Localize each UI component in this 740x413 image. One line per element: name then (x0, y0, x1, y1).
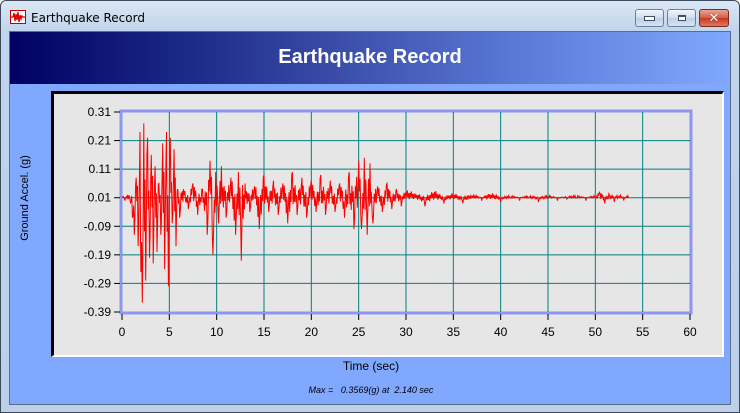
x-tick-label: 45 (541, 325, 555, 339)
x-tick-label: 50 (589, 325, 603, 339)
y-tick-label: 0.01 (88, 191, 112, 205)
max-annotation: Max = 0.3569(g) at 2.140 sec (1, 385, 739, 395)
max-label: Max = (308, 385, 334, 395)
y-tick-label: -0.39 (84, 305, 112, 319)
x-tick-label: 30 (399, 325, 413, 339)
y-tick-label: -0.09 (84, 219, 112, 233)
acceleration-trace (121, 123, 629, 303)
page-title: Earthquake Record (278, 46, 462, 68)
window-title: Earthquake Record (31, 11, 145, 25)
seismograph-icon (10, 10, 26, 24)
x-tick-label: 20 (305, 325, 319, 339)
at-label: at (381, 385, 390, 395)
x-tick-label: 60 (683, 325, 697, 339)
y-axis-ticks: 0.31 0.21 0.11 0.01 -0.09 -0.19 -0.29 -0.39 (84, 105, 120, 319)
chart-grid (122, 112, 690, 312)
y-axis-label: Ground Accel. (g) (19, 155, 31, 241)
maximize-button[interactable] (667, 9, 696, 27)
x-axis-ticks: 0 5 10 15 20 25 30 35 40 45 50 55 60 (119, 314, 697, 339)
title-bar[interactable]: Earthquake Record ✕ (1, 1, 739, 31)
x-tick-label: 55 (636, 325, 650, 339)
x-tick-label: 35 (447, 325, 461, 339)
y-tick-label: 0.11 (89, 162, 112, 176)
x-tick-label: 15 (257, 325, 271, 339)
x-tick-label: 25 (352, 325, 366, 339)
x-tick-label: 0 (119, 325, 126, 339)
close-icon: ✕ (708, 10, 720, 26)
x-tick-label: 10 (210, 325, 224, 339)
x-tick-label: 40 (494, 325, 508, 339)
y-tick-label: -0.19 (84, 248, 112, 262)
close-button[interactable]: ✕ (699, 9, 729, 27)
minimize-icon (644, 15, 655, 21)
maximize-icon (677, 15, 686, 21)
x-tick-label: 5 (166, 325, 173, 339)
at-time: 2.140 sec (394, 385, 434, 395)
x-axis-label: Time (sec) (342, 359, 400, 373)
header-band: Earthquake Record (10, 32, 730, 84)
y-tick-label: 0.31 (88, 105, 112, 119)
minimize-button[interactable] (635, 9, 664, 27)
y-tick-label: 0.21 (88, 134, 112, 148)
y-tick-label: -0.29 (84, 276, 112, 290)
max-value: 0.3569(g) (340, 385, 380, 395)
